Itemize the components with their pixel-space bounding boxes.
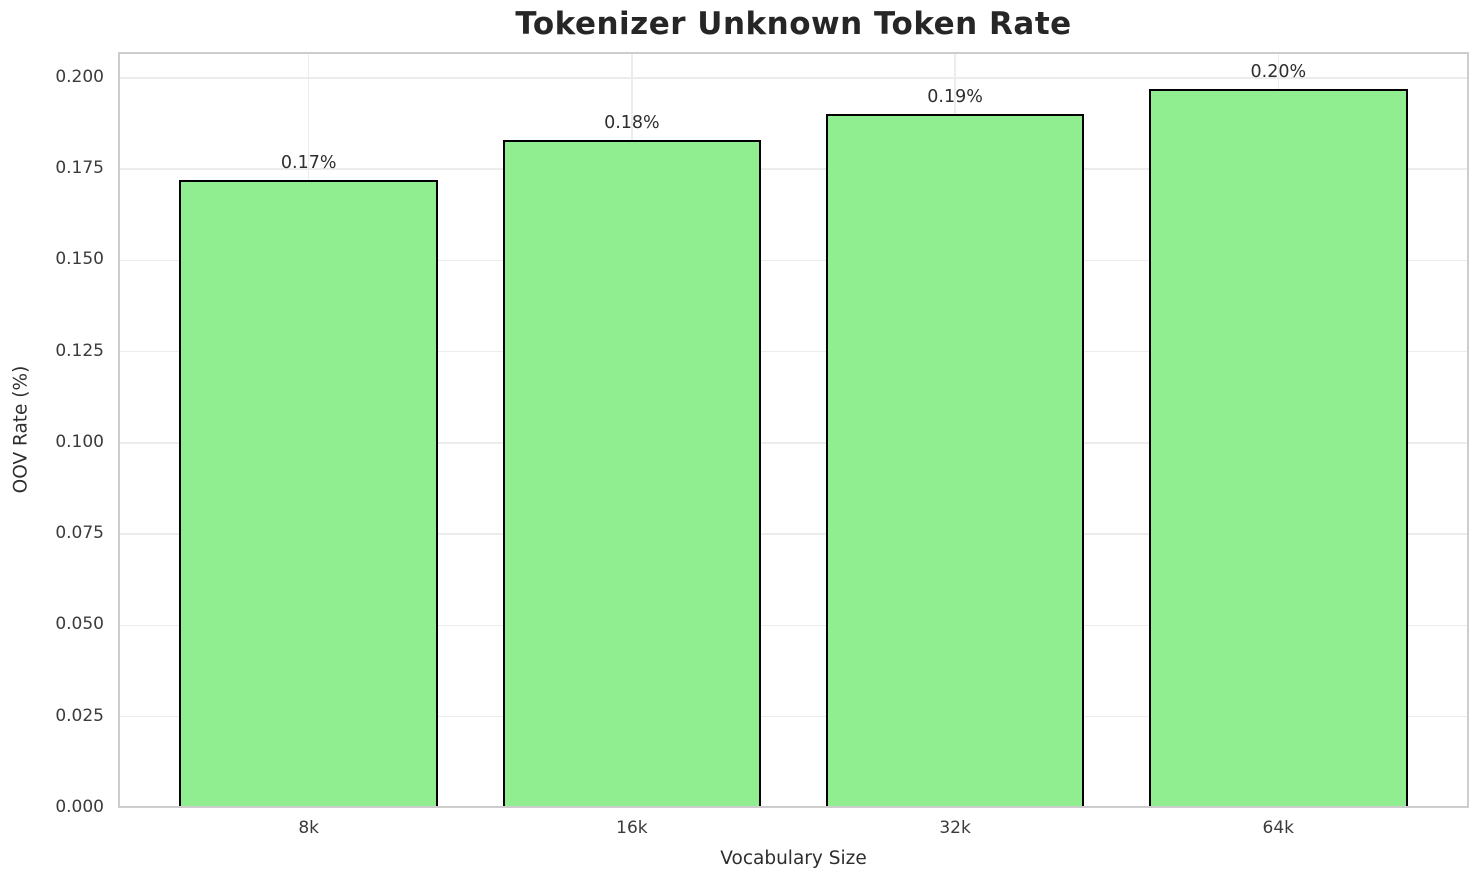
chart-title: Tokenizer Unknown Token Rate — [515, 6, 1072, 42]
x-tick-label: 16k — [616, 818, 648, 838]
y-tick-label: 0.025 — [55, 705, 104, 726]
x-tick-label: 32k — [939, 818, 971, 838]
h-gridline — [118, 168, 1469, 170]
bar-value-label: 0.20% — [1250, 61, 1307, 82]
y-tick-label: 0.000 — [55, 797, 104, 817]
bar-64k — [1149, 88, 1408, 808]
bar-value-label: 0.19% — [927, 87, 983, 108]
y-tick-label: 0.075 — [55, 523, 104, 544]
bar-8k — [179, 180, 438, 808]
bar-value-label: 0.17% — [280, 153, 337, 174]
h-gridline — [118, 259, 1469, 262]
h-gridline — [118, 442, 1469, 444]
bar-32k — [825, 114, 1085, 808]
h-gridline — [118, 77, 1469, 79]
x-tick-label: 64k — [1262, 818, 1295, 838]
y-tick-label: 0.200 — [55, 66, 104, 87]
y-tick-label: 0.100 — [55, 431, 104, 452]
x-tick-label: 8k — [298, 818, 320, 838]
h-gridline — [118, 715, 1469, 718]
h-gridline — [118, 533, 1469, 535]
y-tick-label: 0.175 — [55, 158, 104, 179]
h-gridline — [118, 624, 1469, 627]
bar-value-label: 0.18% — [604, 112, 660, 133]
plot-area — [118, 52, 1469, 808]
y-tick-label: 0.050 — [55, 614, 104, 635]
bar-16k — [502, 139, 762, 808]
x-axis-label: Vocabulary Size — [720, 848, 867, 869]
h-gridline — [118, 350, 1469, 353]
y-tick-label: 0.150 — [55, 249, 104, 270]
y-tick-label: 0.125 — [55, 340, 104, 361]
